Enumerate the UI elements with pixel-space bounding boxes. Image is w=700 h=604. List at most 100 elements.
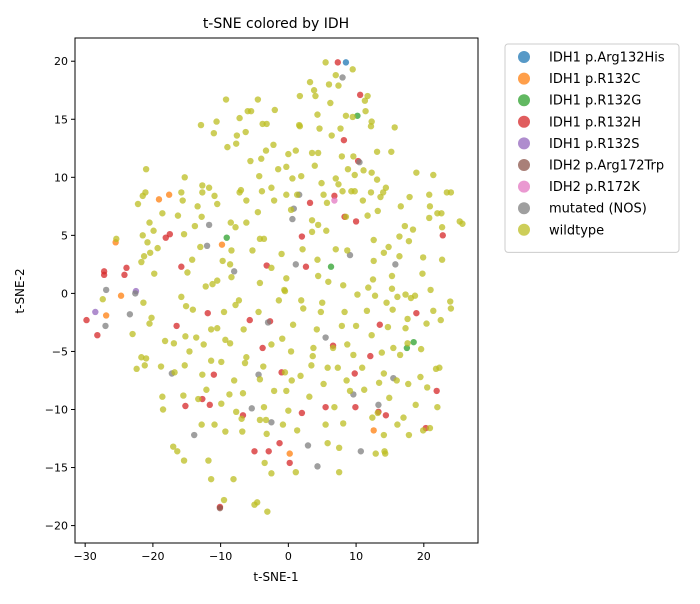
data-point	[306, 393, 313, 400]
data-point	[255, 308, 262, 316]
data-point	[367, 123, 375, 130]
data-point	[180, 457, 188, 464]
data-point	[232, 224, 239, 231]
data-point	[205, 221, 213, 229]
data-point	[372, 450, 379, 457]
data-point	[308, 217, 316, 224]
data-point	[254, 208, 262, 216]
data-point	[331, 403, 338, 411]
data-point	[380, 370, 388, 377]
data-point	[197, 121, 205, 129]
data-point	[205, 184, 213, 191]
data-point	[113, 235, 120, 243]
data-point	[383, 299, 390, 306]
data-point	[261, 459, 268, 467]
data-point	[281, 287, 289, 295]
data-point	[188, 256, 196, 263]
legend-marker	[518, 159, 530, 171]
data-point	[265, 448, 272, 455]
data-point	[279, 335, 286, 342]
data-point	[270, 197, 278, 204]
data-point	[385, 243, 392, 251]
data-point	[146, 320, 153, 327]
data-point	[332, 246, 339, 253]
data-point	[396, 233, 403, 240]
data-point	[151, 270, 158, 277]
data-point	[289, 215, 296, 223]
data-point	[236, 114, 243, 122]
data-point	[182, 333, 189, 340]
data-point	[369, 276, 377, 283]
data-point	[178, 263, 185, 270]
y-tick-label: −20	[45, 520, 68, 533]
data-point	[129, 330, 136, 338]
data-point	[427, 286, 434, 294]
data-point	[430, 307, 437, 315]
data-point	[320, 191, 327, 198]
data-point	[413, 309, 420, 317]
legend-marker	[518, 94, 530, 107]
data-point	[222, 336, 229, 344]
data-point	[178, 293, 185, 301]
data-point	[335, 444, 343, 452]
data-point	[409, 226, 417, 233]
data-point	[198, 421, 205, 428]
data-point	[270, 141, 277, 149]
data-point	[356, 159, 363, 166]
data-point	[371, 292, 379, 299]
data-point	[222, 96, 230, 103]
data-point	[140, 253, 148, 260]
data-point	[268, 264, 275, 272]
data-point	[343, 377, 350, 384]
data-point	[397, 203, 404, 210]
data-point	[299, 246, 306, 253]
data-point	[286, 459, 293, 467]
data-point	[218, 400, 225, 407]
data-point	[314, 463, 321, 470]
data-point	[364, 92, 371, 100]
data-point	[289, 175, 296, 182]
data-point	[142, 189, 149, 196]
data-point	[381, 448, 388, 455]
data-point	[374, 207, 381, 215]
data-point	[335, 181, 342, 188]
data-point	[298, 233, 306, 240]
data-point	[230, 268, 238, 275]
data-point	[318, 179, 325, 187]
data-point	[287, 348, 295, 355]
data-point	[235, 297, 243, 304]
data-point	[181, 174, 188, 181]
data-point	[140, 299, 147, 306]
data-point	[306, 199, 314, 207]
data-point	[195, 395, 202, 403]
data-point	[391, 124, 398, 131]
data-point	[181, 362, 188, 369]
data-point	[364, 212, 371, 219]
data-point	[390, 344, 397, 352]
data-point	[260, 363, 267, 370]
data-point	[264, 319, 272, 326]
data-point	[298, 409, 306, 417]
data-point	[275, 297, 283, 304]
data-point	[281, 369, 289, 376]
data-point	[206, 401, 213, 409]
data-point	[218, 358, 225, 366]
data-point	[312, 92, 319, 100]
legend-label: IDH1 p.R132C	[549, 72, 640, 87]
data-point	[344, 165, 352, 173]
data-point	[426, 203, 434, 210]
data-point	[384, 323, 392, 331]
chart-title: t-SNE colored by IDH	[203, 16, 349, 32]
data-point	[226, 340, 234, 347]
data-point	[126, 311, 134, 318]
data-point	[211, 192, 218, 200]
data-point	[210, 371, 218, 378]
data-point	[361, 386, 368, 393]
data-point	[174, 212, 182, 219]
data-point	[367, 352, 374, 360]
data-point	[146, 249, 154, 256]
data-point	[388, 285, 396, 292]
data-point	[447, 305, 455, 312]
data-point	[361, 97, 369, 104]
